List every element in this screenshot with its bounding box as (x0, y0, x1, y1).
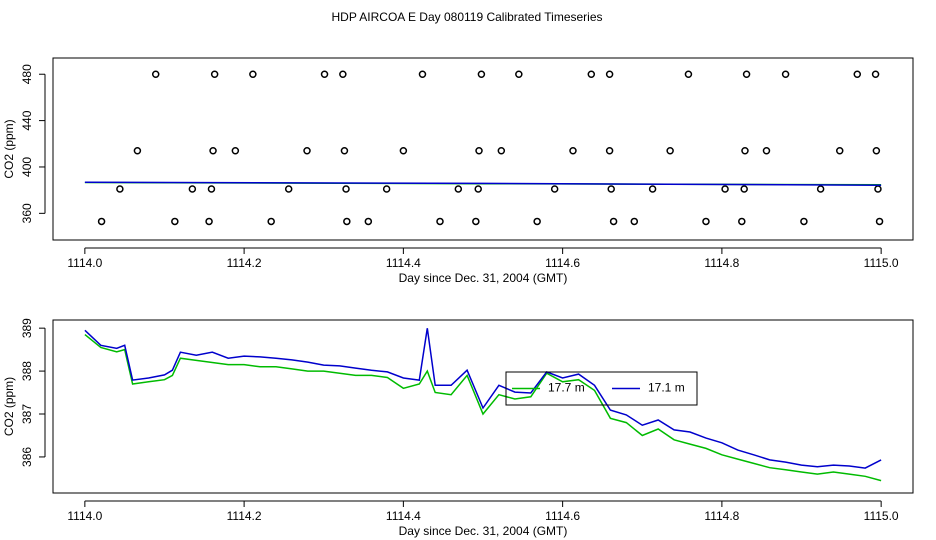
point (436, 217, 444, 226)
point (515, 70, 523, 78)
point (835, 146, 844, 155)
y-tick-label: 386 (20, 447, 34, 467)
y-tick-label: 389 (20, 318, 34, 338)
legend-box (505, 371, 698, 406)
x-tick-label: 1114.0 (67, 509, 102, 523)
x-tick-label: 1114.8 (704, 509, 739, 523)
point (702, 217, 710, 226)
point (741, 146, 749, 155)
point (648, 185, 657, 193)
x-tick-label: 1114.4 (386, 256, 421, 270)
x-tick-label: 1114.6 (545, 509, 580, 523)
point (399, 146, 408, 155)
point (738, 217, 746, 226)
point (800, 217, 808, 226)
point (382, 185, 391, 193)
point (762, 146, 771, 155)
point (569, 146, 577, 155)
x-tick-label: 1114.8 (704, 256, 739, 270)
legend-label: 17.7 m (548, 381, 585, 395)
legend-label: 17.1 m (648, 381, 685, 395)
point (497, 146, 506, 155)
point (666, 146, 674, 155)
x-tick-label: 1114.2 (227, 256, 262, 270)
point (587, 70, 596, 78)
x-tick-label: 1114.2 (227, 509, 262, 523)
point (188, 185, 197, 193)
point (872, 146, 881, 155)
point (533, 217, 541, 226)
point (609, 217, 618, 226)
data-line (84, 328, 882, 469)
point (342, 185, 350, 193)
x-axis-label: Day since Dec. 31, 2004 (GMT) (399, 271, 568, 285)
point (231, 146, 240, 155)
point (303, 146, 311, 155)
point (607, 185, 615, 193)
point (875, 217, 884, 226)
point (816, 185, 825, 193)
point (871, 70, 880, 78)
point (267, 217, 275, 226)
point (205, 217, 213, 226)
point (133, 146, 142, 155)
x-tick-label: 1115.0 (864, 256, 899, 270)
y-tick-label: 440 (20, 110, 34, 130)
figure-title: HDP AIRCOA E Day 080119 Calibrated Times… (331, 10, 602, 24)
y-axis-label: CO2 (ppm) (2, 377, 16, 436)
point (210, 70, 219, 78)
point (364, 217, 373, 226)
point (418, 70, 427, 78)
y-tick-label: 400 (20, 157, 34, 177)
point (853, 70, 862, 78)
point (320, 70, 329, 78)
point (472, 217, 480, 226)
point (207, 185, 216, 193)
y-tick-label: 360 (20, 203, 34, 223)
point (116, 185, 124, 193)
point (339, 70, 347, 78)
point (343, 217, 351, 226)
x-tick-label: 1114.0 (67, 256, 102, 270)
y-tick-label: 480 (20, 64, 34, 84)
point (605, 70, 614, 78)
data-line (84, 334, 882, 482)
point (742, 70, 751, 78)
point (684, 70, 693, 78)
point (477, 70, 486, 78)
point (740, 185, 748, 193)
plot-box (52, 57, 914, 241)
point (340, 146, 349, 155)
data-line (84, 181, 882, 186)
point (284, 185, 293, 193)
point (605, 146, 614, 155)
y-tick-label: 388 (20, 361, 34, 381)
point (474, 185, 482, 193)
point (630, 217, 639, 226)
x-axis-label: Day since Dec. 31, 2004 (GMT) (399, 524, 568, 538)
point (454, 185, 463, 193)
plot-box (52, 319, 914, 494)
x-tick-label: 1114.4 (386, 509, 421, 523)
y-tick-label: 387 (20, 404, 34, 424)
y-axis-label: CO2 (ppm) (2, 119, 16, 178)
x-tick-label: 1114.6 (545, 256, 580, 270)
point (781, 70, 790, 78)
point (171, 217, 179, 226)
point (721, 185, 729, 193)
point (249, 70, 257, 78)
point (475, 146, 483, 155)
point (550, 185, 559, 193)
x-tick-label: 1115.0 (864, 509, 899, 523)
point (874, 185, 882, 193)
point (97, 217, 106, 226)
point (151, 70, 160, 78)
point (209, 146, 217, 155)
